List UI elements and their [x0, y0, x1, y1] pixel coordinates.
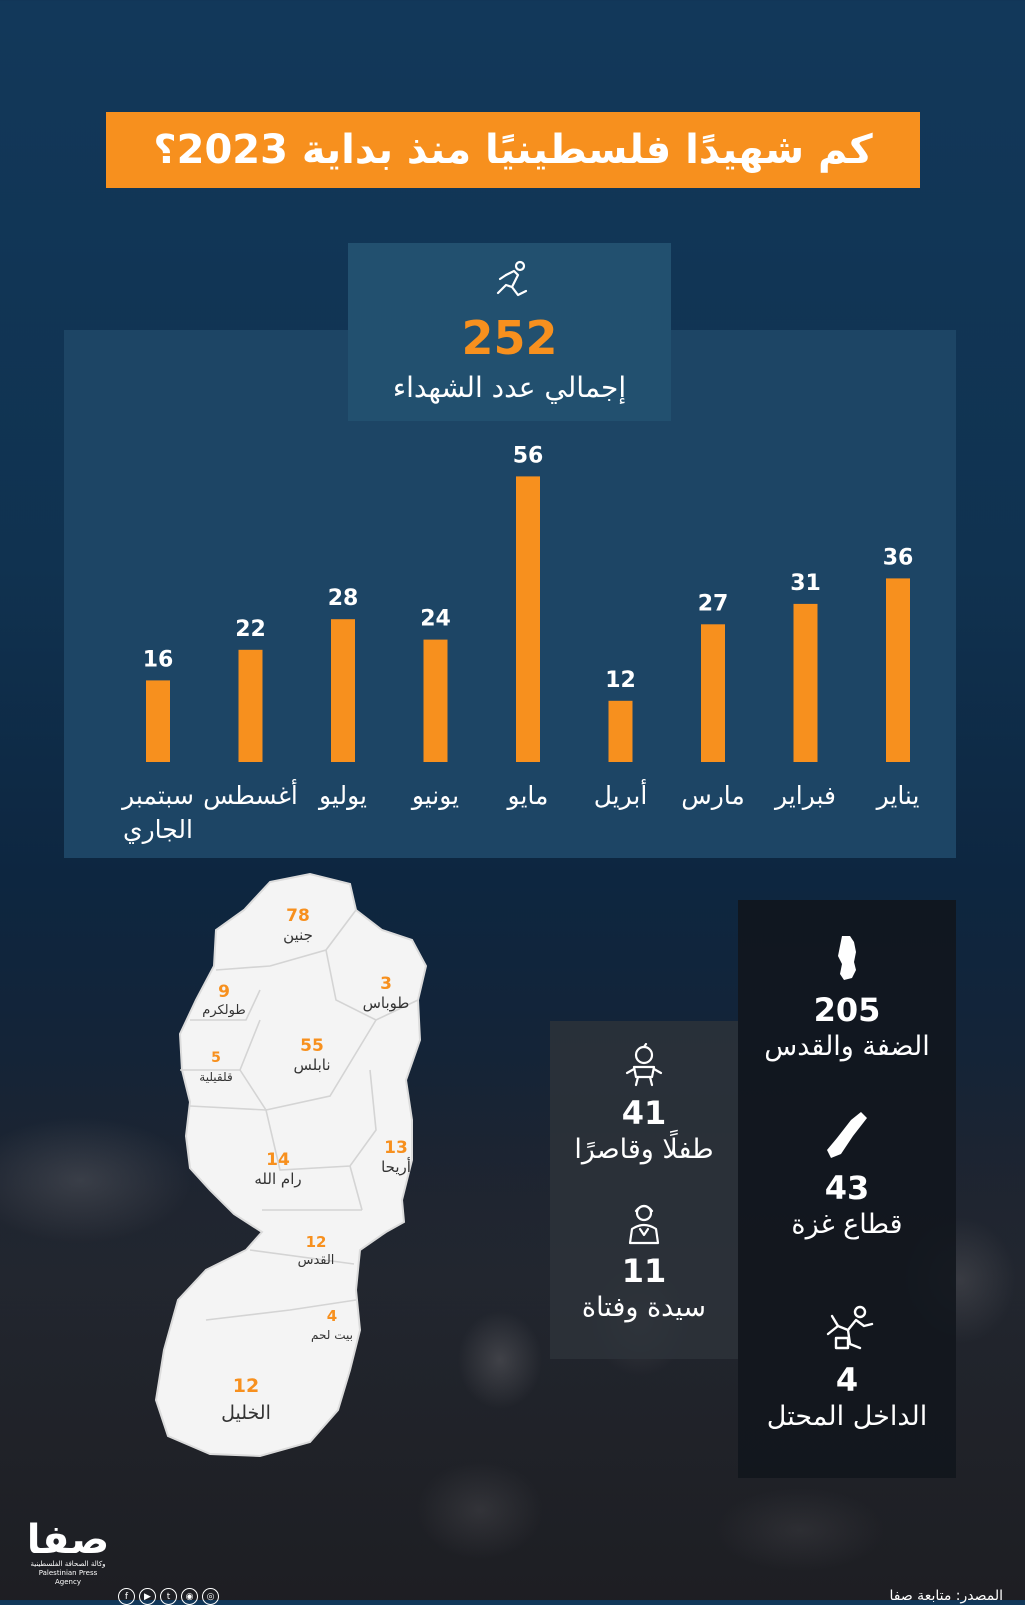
governorate-jerusalem: 12 القدس	[297, 1233, 335, 1268]
west-bank-map: 78 جنين 3 طوباس 9 طولكرم 5 قلقيلية 55 نا…	[150, 870, 450, 1470]
bar-value-label: 36	[883, 545, 914, 570]
month-label: سبتمبر	[120, 781, 194, 810]
month-label: أغسطس	[203, 778, 298, 810]
bar-7	[331, 619, 355, 762]
twitter-icon[interactable]: t	[160, 1588, 177, 1605]
total-box: 252 إجمالي عدد الشهداء	[348, 243, 671, 421]
bar-value-label: 56	[513, 443, 544, 468]
safa-logo: صفا وكالة الصحافة الفلسطينية Palestinian…	[26, 1517, 110, 1586]
bar-9	[146, 680, 170, 762]
governorate-tulkarm: 9 طولكرم	[202, 982, 246, 1018]
governorate-jenin: 78 جنين	[283, 906, 313, 944]
demographics-panel: 41 طفلًا وقاصرًا 11 سيدة وفتاة	[550, 1021, 738, 1359]
total-value: 252	[461, 311, 558, 365]
governorate-jericho: 13 أريحا	[381, 1138, 411, 1176]
governorate-hebron: 12 الخليل	[221, 1375, 271, 1424]
bar-value-label: 28	[328, 586, 359, 611]
bar-value-label: 27	[698, 591, 729, 616]
telegram-icon[interactable]: ▶	[139, 1588, 156, 1605]
governorate-nablus: 55 نابلس	[293, 1036, 331, 1074]
page-title: كم شهيدًا فلسطينيًا منذ بداية 2023؟	[153, 127, 873, 173]
month-label: يناير	[875, 781, 920, 810]
regions-panel: 205 الضفة والقدس 43 قطاع غزة 4 الداخل ال…	[738, 900, 956, 1478]
bar-4	[608, 700, 633, 762]
bar-value-label: 16	[143, 647, 174, 672]
month-label: مارس	[681, 781, 745, 810]
social-links: f ▶ t ◉ ◎	[118, 1588, 219, 1605]
bar-5	[516, 476, 540, 762]
month-label: فبراير	[773, 781, 836, 810]
source-note: المصدر: متابعة صفا	[889, 1588, 1004, 1604]
instagram-icon[interactable]: ◎	[202, 1588, 219, 1605]
facebook-icon[interactable]: f	[118, 1588, 135, 1605]
region-gaza: 43 قطاع غزة	[738, 1110, 956, 1242]
bar-value-label: 12	[605, 668, 636, 693]
governorate-qalqilya: 5 قلقيلية	[199, 1050, 233, 1084]
month-label: الجاري	[123, 815, 193, 844]
bar-value-label: 31	[790, 571, 821, 596]
bar-value-label: 24	[420, 607, 451, 632]
child-icon	[625, 1043, 663, 1087]
west-bank-map-icon	[838, 936, 856, 980]
total-label: إجمالي عدد الشهداء	[392, 371, 627, 404]
governorate-ramallah: 14 رام الله	[254, 1150, 302, 1188]
monthly-bar-chart: 36 يناير 31 فبراير 27 مارس 12 أبريل 56 مايو 24 يوني…	[120, 443, 920, 844]
region-occupied-interior: 4 الداخل المحتل	[738, 1304, 956, 1434]
fallen-person-icon	[826, 1305, 874, 1350]
bar-8	[238, 649, 263, 762]
governorate-bethlehem: 4 بيت لحم	[311, 1307, 353, 1342]
children-stat: 41 طفلًا وقاصرًا	[550, 1043, 738, 1167]
women-stat: 11 سيدة وفتاة	[550, 1201, 738, 1325]
month-label: أبريل	[594, 778, 648, 810]
whatsapp-icon[interactable]: ◉	[181, 1588, 198, 1605]
fallen-person-icon	[496, 260, 528, 297]
governorate-tubas: 3 طوباس	[362, 974, 410, 1012]
bar-1	[886, 578, 910, 762]
gaza-strip-map-icon	[827, 1112, 867, 1158]
month-label: مايو	[506, 781, 549, 810]
bar-value-label: 22	[235, 617, 266, 642]
bar-2	[793, 603, 818, 762]
region-west-bank: 205 الضفة والقدس	[738, 934, 956, 1064]
bar-3	[701, 624, 725, 762]
bar-6	[423, 639, 448, 762]
title-banner: كم شهيدًا فلسطينيًا منذ بداية 2023؟	[106, 112, 920, 188]
map-shape	[154, 872, 428, 1458]
month-label: يوليو	[317, 781, 367, 810]
month-label: يونيو	[410, 781, 459, 810]
woman-icon	[628, 1204, 660, 1245]
